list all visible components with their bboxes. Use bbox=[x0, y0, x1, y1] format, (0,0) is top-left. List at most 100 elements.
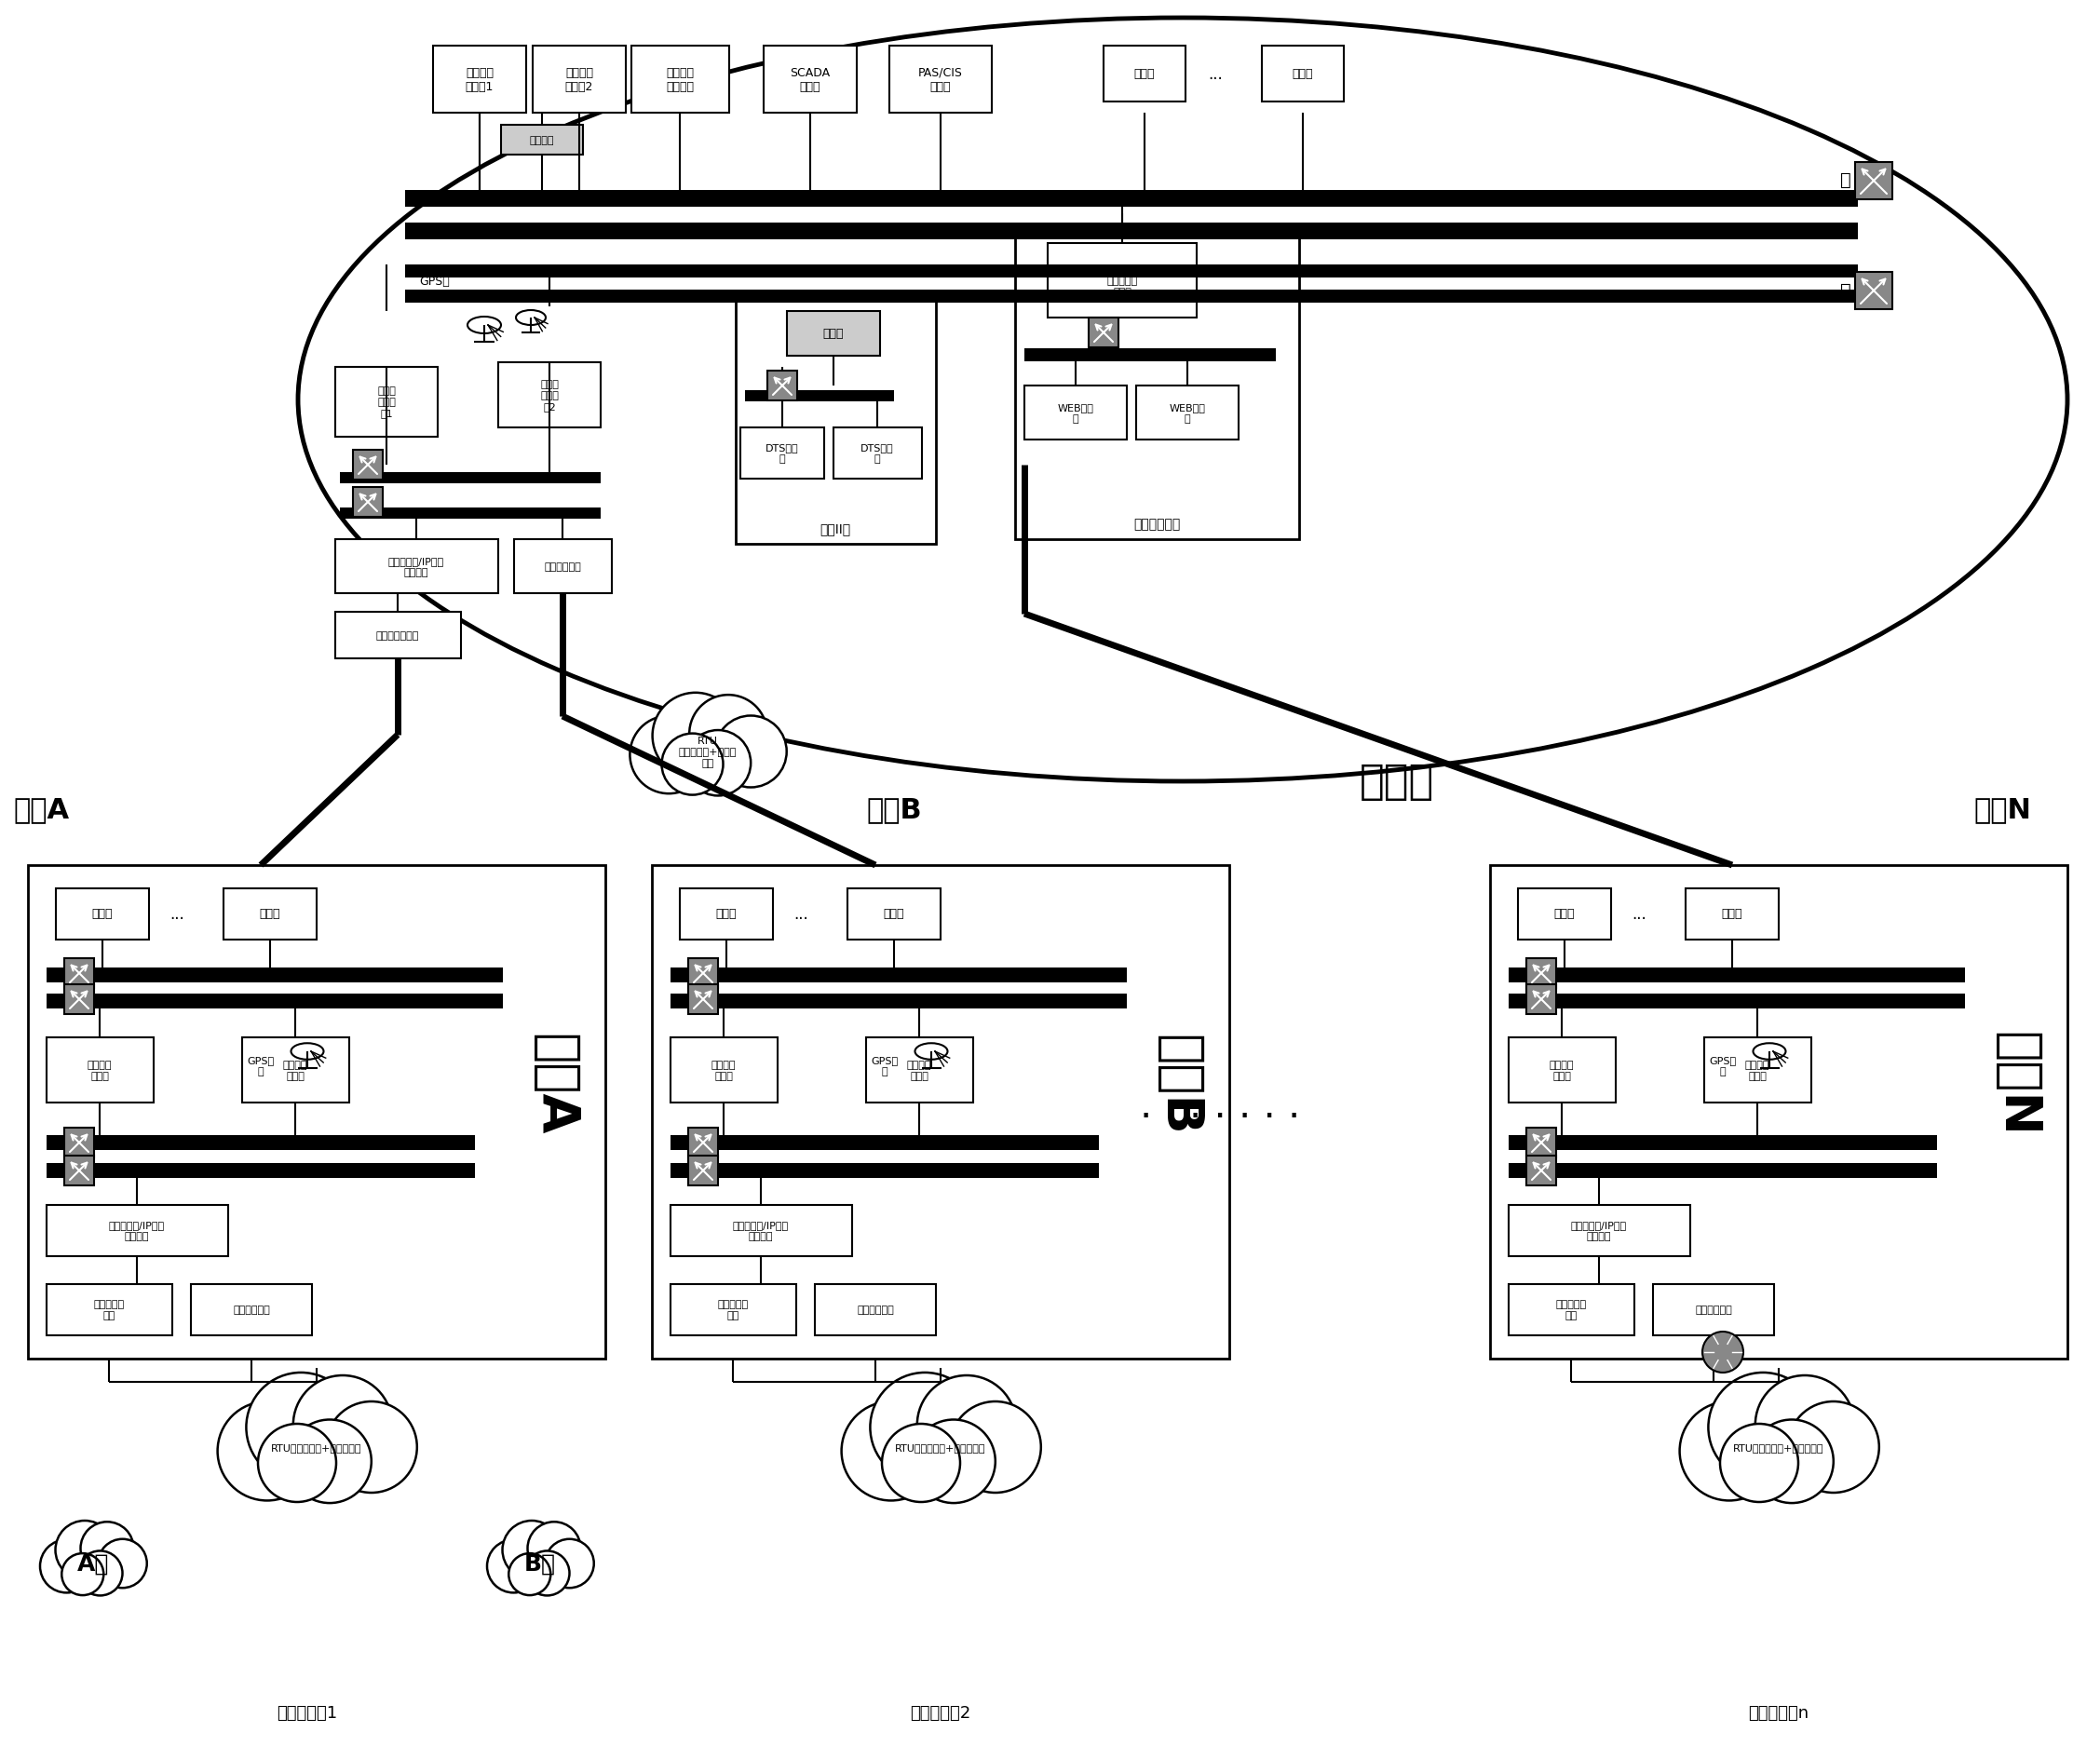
Text: 电力调度数
据网: 电力调度数 据网 bbox=[718, 1300, 748, 1319]
Bar bbox=[1025, 387, 1128, 440]
Bar bbox=[689, 985, 718, 1015]
Bar bbox=[670, 967, 1128, 983]
Text: 数据采集
服务器: 数据采集 服务器 bbox=[1550, 1061, 1575, 1080]
Text: WEB服务
器: WEB服务 器 bbox=[1058, 403, 1094, 424]
Bar bbox=[336, 612, 462, 660]
Bar bbox=[46, 1284, 172, 1335]
Bar bbox=[1508, 967, 1966, 983]
Bar bbox=[46, 1163, 475, 1179]
Circle shape bbox=[40, 1539, 92, 1594]
Text: 网络A: 网络A bbox=[15, 797, 69, 823]
Text: 管理信息大区: 管理信息大区 bbox=[1134, 517, 1180, 531]
Text: DTS服务
器: DTS服务 器 bbox=[861, 443, 895, 463]
Bar bbox=[1508, 1038, 1615, 1103]
Bar bbox=[670, 994, 1128, 1010]
Text: B厂: B厂 bbox=[525, 1553, 556, 1574]
Bar bbox=[834, 427, 922, 478]
Text: 终端服务器组: 终端服务器组 bbox=[233, 1305, 271, 1314]
Bar bbox=[1527, 985, 1556, 1015]
Text: 网络B: 网络B bbox=[867, 797, 922, 823]
Text: 数据采集
服务器: 数据采集 服务器 bbox=[907, 1061, 932, 1080]
Text: A厂: A厂 bbox=[78, 1553, 109, 1574]
Text: 电力调度数
据网: 电力调度数 据网 bbox=[94, 1300, 124, 1319]
Text: ...: ... bbox=[794, 906, 808, 922]
Circle shape bbox=[842, 1402, 941, 1500]
Text: 终端服务器组: 终端服务器组 bbox=[1695, 1305, 1732, 1314]
Text: 历史数据
服务器1: 历史数据 服务器1 bbox=[466, 67, 493, 93]
Circle shape bbox=[546, 1539, 594, 1588]
Text: 历史数据
服务器2: 历史数据 服务器2 bbox=[565, 67, 594, 93]
Bar bbox=[1088, 318, 1119, 348]
Text: 数据采
集服务
器1: 数据采 集服务 器1 bbox=[378, 387, 395, 417]
Circle shape bbox=[1756, 1376, 1854, 1474]
Text: RTU
（专线通道+网络通
道）: RTU （专线通道+网络通 道） bbox=[678, 737, 737, 767]
Bar bbox=[405, 266, 1858, 278]
Bar bbox=[242, 1038, 349, 1103]
Text: GPS对
时: GPS对 时 bbox=[1709, 1055, 1737, 1077]
Text: 终端服务器组: 终端服务器组 bbox=[544, 563, 582, 572]
Bar bbox=[1527, 1128, 1556, 1157]
Text: 纵向防火墙/IP认证
加密装置: 纵向防火墙/IP认证 加密装置 bbox=[388, 558, 445, 577]
Bar bbox=[1262, 46, 1344, 102]
Bar bbox=[746, 390, 895, 403]
Circle shape bbox=[78, 1551, 122, 1595]
Circle shape bbox=[869, 1372, 981, 1483]
Circle shape bbox=[80, 1522, 134, 1574]
Circle shape bbox=[61, 1553, 103, 1595]
Text: DTS工作
站: DTS工作 站 bbox=[766, 443, 798, 463]
Bar bbox=[1686, 888, 1779, 939]
Bar bbox=[340, 508, 601, 519]
Bar bbox=[788, 311, 880, 357]
Text: · · · · · · ·: · · · · · · · bbox=[1140, 1098, 1300, 1136]
Circle shape bbox=[527, 1522, 580, 1574]
Bar bbox=[65, 985, 94, 1015]
Text: 电力调度数据网: 电力调度数据网 bbox=[376, 631, 420, 640]
Text: 防火墙: 防火墙 bbox=[823, 329, 844, 339]
Text: 工作站: 工作站 bbox=[92, 908, 113, 920]
Bar bbox=[502, 125, 584, 155]
Bar bbox=[670, 1038, 777, 1103]
Text: 终端服务器组: 终端服务器组 bbox=[857, 1305, 895, 1314]
Bar bbox=[651, 865, 1228, 1358]
Text: 正反向电力
专用安全隔
离装置: 正反向电力 专用安全隔 离装置 bbox=[1107, 266, 1138, 297]
Text: 网络A: 网络A bbox=[529, 1033, 580, 1135]
Circle shape bbox=[55, 1522, 113, 1580]
Text: WEB服务
器: WEB服务 器 bbox=[1170, 403, 1205, 424]
Text: 纵向防火墙/IP认证
加密装置: 纵向防火墙/IP认证 加密装置 bbox=[1571, 1221, 1628, 1240]
Bar bbox=[1508, 1136, 1936, 1150]
Bar bbox=[223, 888, 317, 939]
Bar bbox=[336, 540, 498, 595]
Bar bbox=[680, 888, 773, 939]
Text: 工作站: 工作站 bbox=[1722, 908, 1743, 920]
Circle shape bbox=[487, 1539, 540, 1594]
Bar bbox=[1491, 865, 2066, 1358]
Bar bbox=[1014, 229, 1300, 540]
Text: 网络B: 网络B bbox=[1153, 1034, 1203, 1135]
Bar bbox=[1518, 888, 1611, 939]
Bar bbox=[1508, 1284, 1634, 1335]
Bar bbox=[336, 368, 437, 438]
Circle shape bbox=[911, 1420, 995, 1504]
Text: 网络N: 网络N bbox=[1974, 797, 2031, 823]
Text: 数据采
集服务
器2: 数据采 集服务 器2 bbox=[540, 380, 559, 412]
Bar bbox=[46, 1136, 475, 1150]
Bar bbox=[689, 959, 718, 989]
Bar bbox=[1048, 245, 1197, 318]
Text: 网络N: 网络N bbox=[1991, 1033, 2041, 1136]
Circle shape bbox=[1680, 1402, 1779, 1500]
Circle shape bbox=[882, 1425, 960, 1502]
Text: 数据采集
服务器: 数据采集 服务器 bbox=[1745, 1061, 1770, 1080]
Text: GPS对
时: GPS对 时 bbox=[420, 276, 449, 301]
Circle shape bbox=[662, 734, 722, 795]
Ellipse shape bbox=[298, 19, 2066, 781]
Text: 安全II区: 安全II区 bbox=[819, 522, 851, 535]
Bar bbox=[689, 1156, 718, 1186]
Bar bbox=[65, 959, 94, 989]
Text: RTU（专线通道+网络通道）: RTU（专线通道+网络通道） bbox=[1732, 1442, 1825, 1451]
Bar bbox=[1854, 273, 1892, 310]
Bar bbox=[1508, 1205, 1690, 1256]
Bar bbox=[890, 46, 991, 114]
Text: 工作站: 工作站 bbox=[884, 908, 905, 920]
Bar bbox=[498, 362, 601, 427]
Bar bbox=[1508, 994, 1966, 1010]
